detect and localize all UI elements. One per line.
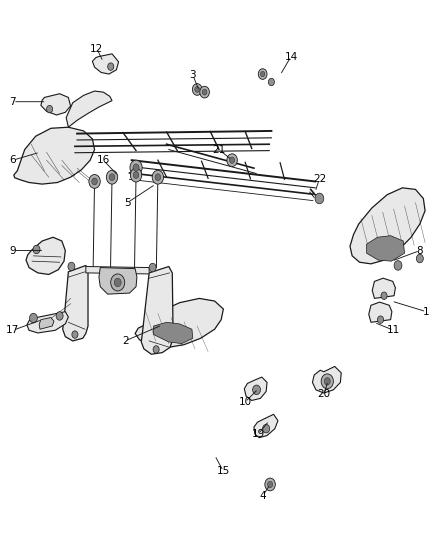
Circle shape: [261, 71, 265, 77]
Polygon shape: [63, 265, 88, 341]
Circle shape: [92, 178, 97, 185]
Circle shape: [378, 316, 384, 324]
Circle shape: [268, 481, 273, 488]
Circle shape: [394, 261, 402, 270]
Circle shape: [195, 86, 200, 92]
Circle shape: [263, 424, 270, 433]
Polygon shape: [141, 266, 173, 354]
Circle shape: [89, 174, 100, 188]
Text: 6: 6: [10, 155, 16, 165]
Polygon shape: [27, 312, 68, 333]
Circle shape: [258, 69, 267, 79]
Text: 1: 1: [423, 306, 430, 317]
Text: 11: 11: [387, 325, 400, 335]
Text: 19: 19: [252, 429, 265, 439]
Polygon shape: [153, 322, 193, 344]
Circle shape: [202, 89, 207, 95]
Circle shape: [109, 174, 115, 181]
Text: 17: 17: [6, 325, 20, 335]
Polygon shape: [66, 91, 112, 127]
Circle shape: [106, 170, 118, 184]
Circle shape: [315, 193, 324, 204]
Text: 5: 5: [124, 198, 131, 208]
Text: 15: 15: [217, 466, 230, 476]
Circle shape: [33, 245, 40, 254]
Circle shape: [149, 263, 156, 272]
Text: 20: 20: [317, 389, 330, 399]
Circle shape: [200, 86, 209, 98]
Polygon shape: [312, 367, 341, 393]
Circle shape: [68, 262, 75, 271]
Circle shape: [381, 292, 387, 300]
Polygon shape: [26, 237, 65, 274]
Text: 12: 12: [90, 44, 103, 53]
Text: 4: 4: [259, 491, 266, 501]
Polygon shape: [367, 236, 405, 261]
Polygon shape: [372, 278, 396, 298]
Text: 16: 16: [97, 155, 110, 165]
Circle shape: [108, 63, 114, 70]
Polygon shape: [244, 377, 267, 400]
Text: 21: 21: [212, 144, 226, 155]
Polygon shape: [99, 268, 137, 294]
Circle shape: [131, 168, 142, 182]
Polygon shape: [369, 302, 392, 322]
Circle shape: [130, 160, 142, 175]
Polygon shape: [39, 318, 54, 329]
Polygon shape: [254, 414, 278, 438]
Circle shape: [114, 278, 121, 287]
Circle shape: [29, 313, 37, 323]
Text: 7: 7: [10, 96, 16, 107]
Polygon shape: [86, 266, 149, 274]
Circle shape: [133, 172, 139, 179]
Polygon shape: [41, 94, 71, 115]
Circle shape: [46, 106, 53, 113]
Circle shape: [56, 312, 63, 320]
Circle shape: [321, 374, 333, 389]
Circle shape: [265, 478, 276, 491]
Text: 22: 22: [313, 174, 326, 184]
Circle shape: [417, 254, 424, 263]
Circle shape: [324, 377, 330, 385]
Circle shape: [152, 170, 163, 184]
Circle shape: [111, 274, 125, 291]
Text: 3: 3: [190, 70, 196, 80]
Text: 9: 9: [10, 246, 16, 255]
Text: 2: 2: [122, 336, 128, 346]
Circle shape: [133, 164, 139, 171]
Circle shape: [155, 174, 161, 181]
Text: 8: 8: [417, 246, 423, 255]
Circle shape: [253, 385, 261, 394]
Polygon shape: [14, 127, 95, 184]
Text: 10: 10: [239, 397, 252, 407]
Circle shape: [268, 78, 275, 86]
Circle shape: [192, 84, 202, 95]
Circle shape: [230, 157, 235, 164]
Circle shape: [153, 346, 159, 353]
Circle shape: [227, 154, 237, 166]
Text: 14: 14: [284, 52, 298, 61]
Polygon shape: [135, 298, 223, 348]
Polygon shape: [92, 54, 119, 74]
Polygon shape: [350, 188, 425, 264]
Circle shape: [72, 331, 78, 338]
